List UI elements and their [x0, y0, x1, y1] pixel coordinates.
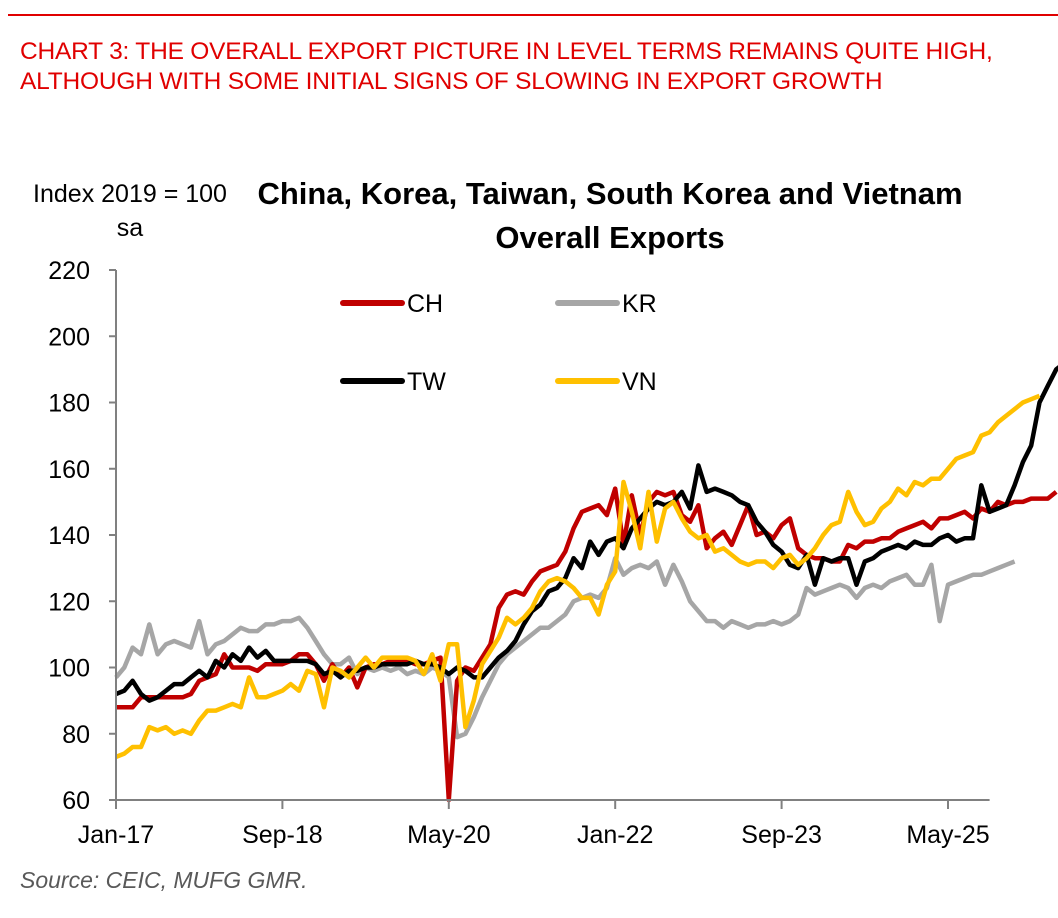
x-tick-label: Jan-22: [577, 821, 653, 849]
y-tick-label: 100: [48, 655, 90, 683]
x-tick-label: Jan-17: [78, 821, 154, 849]
legend: CH KR TW VN: [340, 290, 657, 396]
x-tick-label: Sep-18: [242, 821, 323, 849]
y-tick-label: 180: [48, 390, 90, 418]
chart-title: China, Korea, Taiwan, South Korea and Vi…: [257, 176, 963, 255]
x-tick-label: Sep-23: [741, 821, 822, 849]
legend-label-ch: CH: [407, 290, 443, 318]
y-tick-label: 60: [62, 787, 90, 815]
legend-label-kr: KR: [622, 290, 657, 318]
y-tick-label: 80: [62, 721, 90, 749]
legend-label-tw: TW: [407, 368, 446, 396]
y-axis-unit-label: Index 2019 = 100 sa: [33, 180, 227, 242]
y-tick-label: 160: [48, 456, 90, 484]
x-tick-label: May-20: [407, 821, 490, 849]
top-rule: [8, 14, 1058, 16]
axes-group: 60 80 100 120 140 160 180 200 220 Jan-17 Sep-18 May…: [48, 257, 989, 849]
legend-label-vn: VN: [622, 368, 657, 396]
y-tick-label: 200: [48, 323, 90, 351]
series-line-vn: [115, 393, 1041, 759]
source-note: Source: CEIC, MUFG GMR.: [20, 867, 308, 893]
line-chart: 60 80 100 120 140 160 180 200 220 Jan-17 Sep-18 May…: [48, 257, 1058, 849]
chart-headline: CHART 3: THE OVERALL EXPORT PICTURE IN L…: [20, 38, 993, 95]
series-line-tw: [115, 365, 1058, 703]
series-line-kr: [114, 555, 1016, 740]
series-group: [114, 365, 1058, 803]
y-tick-label: 220: [48, 257, 90, 285]
series-line-ch: [116, 486, 1058, 803]
x-tick-label: May-25: [906, 821, 989, 849]
y-tick-label: 120: [48, 588, 90, 616]
y-tick-label: 140: [48, 522, 90, 550]
